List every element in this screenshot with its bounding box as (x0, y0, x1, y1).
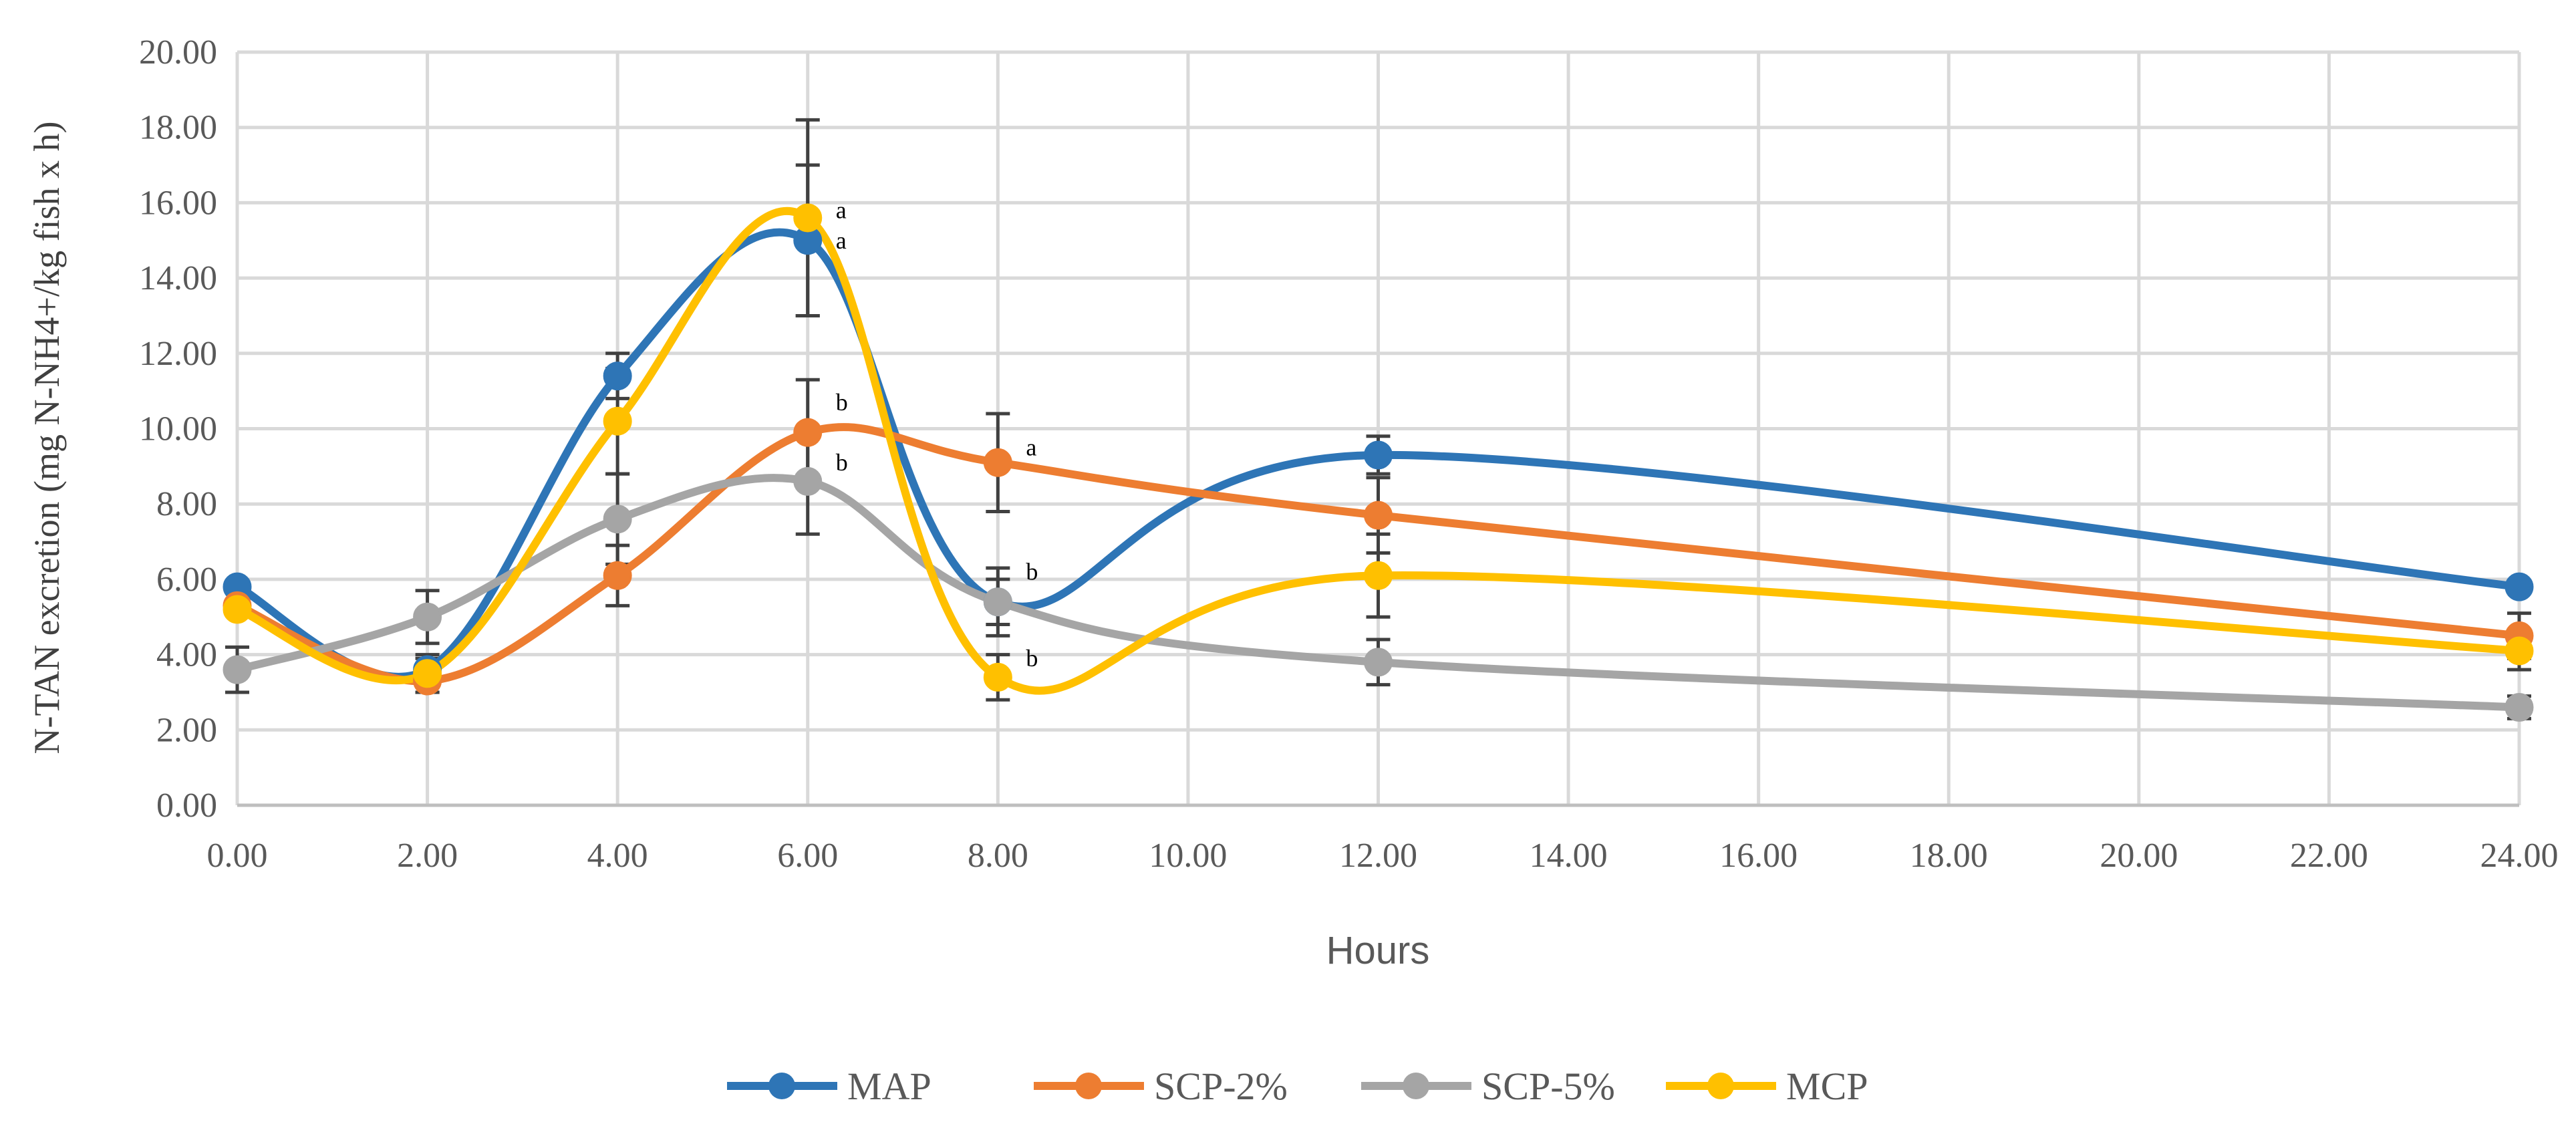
data-point-scp-5- (223, 655, 252, 684)
y-tick-label: 2.00 (156, 711, 217, 749)
significance-letter: b (1026, 559, 1038, 585)
data-point-scp-5- (1364, 648, 1393, 677)
data-point-scp-2- (983, 448, 1012, 477)
data-point-map (1364, 440, 1393, 470)
series-line-scp-5- (233, 474, 2523, 712)
series-line-scp-2- (233, 423, 2523, 686)
legend-swatch-marker (768, 1073, 795, 1099)
legend-swatch-marker (1075, 1073, 1102, 1099)
significance-letter: a (836, 197, 847, 224)
y-tick-label: 12.00 (139, 335, 217, 373)
x-tick-label: 8.00 (968, 837, 1028, 875)
x-tick-label: 16.00 (1719, 837, 1798, 875)
data-point-mcp (413, 659, 442, 688)
y-axis-title: N-TAN excretion (mg N-NH4+/kg fish x h) (27, 122, 67, 754)
significance-letter: b (836, 449, 848, 476)
y-tick-label: 20.00 (139, 33, 217, 72)
significance-letter: a (836, 227, 847, 254)
x-tick-label: 10.00 (1149, 837, 1227, 875)
significance-letter: a (1026, 434, 1036, 461)
x-tick-label: 6.00 (777, 837, 838, 875)
data-point-mcp (223, 595, 252, 624)
y-tick-label: 6.00 (156, 561, 217, 599)
legend-label: SCP-5% (1481, 1065, 1615, 1108)
data-point-map (603, 362, 632, 391)
data-point-scp-5- (2505, 692, 2534, 722)
data-point-map (2505, 572, 2534, 601)
y-tick-label: 0.00 (156, 787, 217, 825)
y-tick-label: 10.00 (139, 410, 217, 448)
data-point-scp-5- (413, 602, 442, 632)
significance-letter: b (836, 389, 848, 416)
legend-label: MAP (847, 1065, 932, 1108)
legend-swatch-marker (1707, 1073, 1734, 1099)
data-points (223, 203, 2534, 722)
y-tick-labels: 0.00 2.00 4.00 6.00 8.00 10.00 12.00 14.00 16.00… (139, 33, 217, 825)
data-point-scp-5- (603, 505, 632, 534)
x-axis-title: Hours (1326, 929, 1430, 972)
legend-label: SCP-2% (1154, 1065, 1288, 1108)
series-line-mcp (233, 207, 2523, 695)
x-tick-label: 4.00 (587, 837, 648, 875)
x-tick-label: 24.00 (2480, 837, 2559, 875)
significance-letter: b (1026, 645, 1038, 672)
data-point-mcp (793, 203, 823, 233)
legend-swatch-marker (1403, 1073, 1429, 1099)
x-tick-label: 12.00 (1339, 837, 1417, 875)
x-tick-labels: 0.00 2.00 4.00 6.00 8.00 10.00 12.00 14.00 16.00… (207, 837, 2559, 875)
legend-label: MCP (1786, 1065, 1868, 1108)
data-point-mcp (603, 406, 632, 436)
legend: MAP SCP-2% SCP-5% MCP (727, 1065, 1868, 1108)
x-tick-label: 14.00 (1530, 837, 1608, 875)
x-tick-label: 20.00 (2100, 837, 2178, 875)
data-point-scp-2- (793, 418, 823, 447)
data-point-mcp (983, 662, 1012, 692)
series-lines (233, 207, 2523, 712)
x-tick-label: 2.00 (397, 837, 458, 875)
x-tick-label: 22.00 (2290, 837, 2368, 875)
data-point-scp-5- (983, 587, 1012, 617)
x-tick-label: 18.00 (1910, 837, 1988, 875)
y-tick-label: 18.00 (139, 109, 217, 147)
x-tick-label: 0.00 (207, 837, 268, 875)
y-tick-label: 14.00 (139, 259, 217, 297)
y-tick-label: 16.00 (139, 184, 217, 222)
y-tick-label: 8.00 (156, 485, 217, 523)
data-point-scp-2- (1364, 501, 1393, 530)
data-point-mcp (2505, 636, 2534, 666)
series-line-map (233, 228, 2523, 681)
data-point-scp-2- (603, 561, 632, 590)
y-tick-label: 4.00 (156, 636, 217, 674)
data-point-mcp (1364, 561, 1393, 590)
data-point-scp-5- (793, 466, 823, 496)
